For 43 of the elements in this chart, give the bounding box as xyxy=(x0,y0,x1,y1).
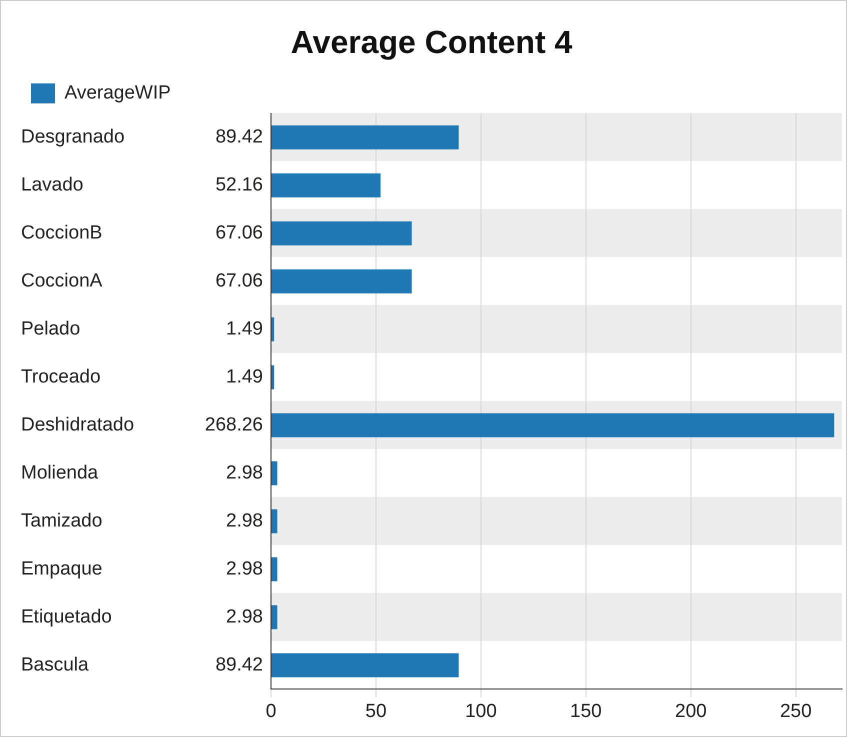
data-label: 52.16 xyxy=(215,174,263,196)
x-tick-label: 100 xyxy=(465,700,497,722)
bar xyxy=(272,269,412,294)
data-label: 89.42 xyxy=(215,654,263,676)
y-tick-label: Etiquetado xyxy=(21,606,112,628)
data-label: 89.42 xyxy=(215,126,263,148)
bar xyxy=(272,605,278,630)
x-tick-label: 250 xyxy=(780,700,812,722)
bar xyxy=(272,221,412,246)
bar xyxy=(272,317,274,342)
bar xyxy=(272,173,380,198)
bar xyxy=(272,365,274,390)
data-label: 2.98 xyxy=(226,462,263,484)
data-label: 67.06 xyxy=(215,222,263,244)
y-tick-label: Pelado xyxy=(21,318,80,340)
bar xyxy=(272,461,278,486)
bar xyxy=(272,653,459,678)
bar xyxy=(272,557,278,582)
y-tick-label: Lavado xyxy=(21,174,84,196)
data-label: 2.98 xyxy=(226,606,263,628)
y-tick-label: Molienda xyxy=(21,462,99,484)
x-tick-label: 150 xyxy=(570,700,602,722)
x-tick-label: 0 xyxy=(266,700,276,722)
y-tick-label: Desgranado xyxy=(21,126,125,148)
y-tick-label: Troceado xyxy=(21,366,101,388)
y-tick-label: CoccionB xyxy=(21,222,102,244)
data-label: 1.49 xyxy=(226,366,263,388)
y-tick-label: Deshidratado xyxy=(21,414,134,436)
y-tick-label: Tamizado xyxy=(21,510,102,532)
legend-label: AverageWIP xyxy=(64,82,171,104)
x-tick-label: 200 xyxy=(675,700,707,722)
bar xyxy=(272,509,278,534)
bar xyxy=(272,125,459,150)
y-tick-label: Bascula xyxy=(21,654,90,676)
data-label: 2.98 xyxy=(226,510,263,532)
data-label: 67.06 xyxy=(215,270,263,292)
y-tick-label: CoccionA xyxy=(21,270,103,292)
data-label: 2.98 xyxy=(226,558,263,580)
data-label: 268.26 xyxy=(204,414,263,436)
x-tick-label: 50 xyxy=(365,700,387,722)
y-tick-label: Empaque xyxy=(21,558,102,580)
chart-title: Average Content 4 xyxy=(290,24,572,60)
data-label: 1.49 xyxy=(226,318,263,340)
